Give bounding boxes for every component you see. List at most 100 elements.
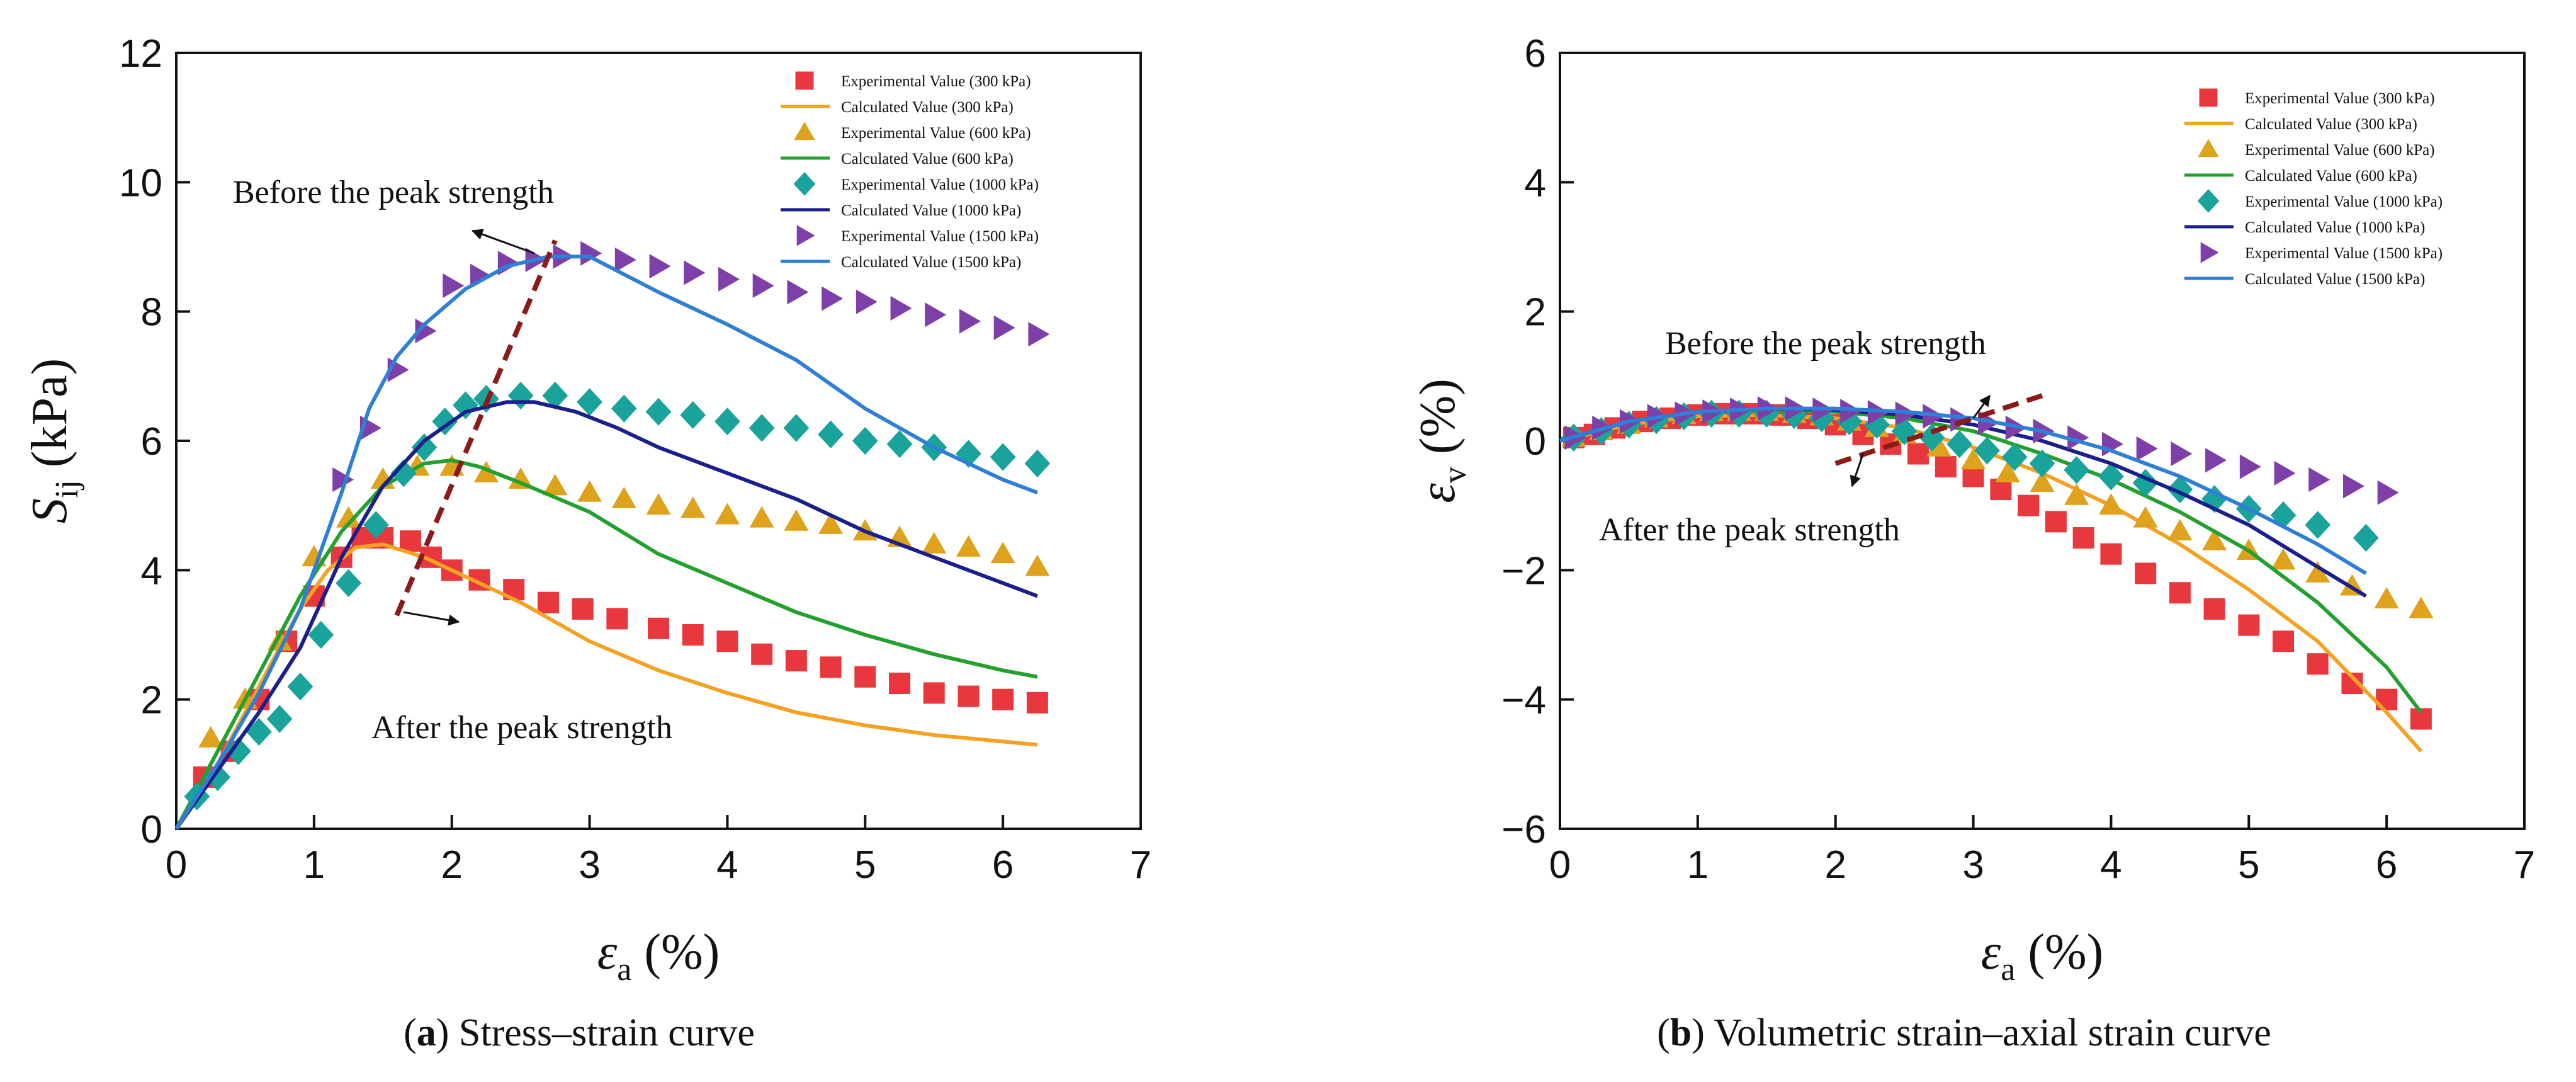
data-point [2064, 483, 2089, 505]
panel-b-y-axis-title: εv (%) [1410, 379, 1473, 503]
data-point [2271, 548, 2296, 570]
data-point [2409, 596, 2434, 618]
legend-marker-swatch [795, 71, 814, 90]
x-tick-label: 3 [1962, 843, 1984, 887]
legend-item: Calculated Value (300 kPa) [781, 99, 1014, 116]
legend-marker-swatch [2197, 189, 2220, 213]
data-point [443, 273, 465, 299]
x-tick-label: 6 [992, 843, 1014, 887]
series-line [174, 254, 1038, 830]
panel-b-peak-annotation [1834, 393, 2043, 487]
data-point [308, 620, 334, 649]
data-point [2202, 528, 2227, 550]
data-point [336, 569, 361, 597]
data-point [956, 440, 981, 468]
data-point [2305, 511, 2331, 539]
data-point [205, 763, 231, 791]
y-tick-label: −4 [1501, 679, 1546, 722]
data-point [2201, 485, 2227, 513]
data-point [2273, 630, 2294, 652]
legend-label: Experimental Value (300 kPa) [841, 73, 1031, 90]
x-tick-label: 1 [1687, 843, 1709, 887]
data-point [716, 630, 738, 652]
y-tick-label: 4 [1525, 161, 1546, 205]
data-point [749, 506, 774, 528]
data-point [2307, 653, 2329, 675]
data-point [990, 443, 1016, 471]
data-point [400, 530, 422, 552]
legend-item: Calculated Value (1000 kPa) [781, 202, 1021, 219]
legend-item: Experimental Value (300 kPa) [795, 71, 1031, 90]
data-point [992, 688, 1014, 710]
x-tick-label: 0 [166, 843, 187, 887]
data-point [2171, 441, 2193, 467]
data-point [2100, 543, 2122, 565]
legend-label: Experimental Value (1500 kPa) [2245, 245, 2443, 262]
data-point [852, 426, 878, 455]
data-point [2133, 506, 2158, 528]
series-line [174, 400, 1038, 830]
legend-marker-swatch [796, 225, 815, 246]
data-point [332, 467, 354, 493]
data-point [718, 266, 740, 292]
x-tick-label: 4 [2100, 843, 2121, 887]
legend-item: Experimental Value (1000 kPa) [793, 172, 1039, 196]
data-point [614, 247, 636, 273]
data-point [537, 591, 559, 613]
legend-item: Calculated Value (1500 kPa) [2184, 271, 2425, 288]
data-point [681, 496, 706, 518]
panel-a-x-axis-title: εa (%) [597, 925, 720, 988]
data-point [749, 414, 775, 442]
data-point [411, 433, 438, 462]
data-point [225, 737, 251, 765]
data-point [787, 280, 809, 305]
data-point [2305, 561, 2330, 583]
data-point [751, 643, 773, 665]
panel-a-series [174, 241, 1051, 830]
panel-b-ticks: 0 1 2 3 4 5 6 7 −6 −4 −2 0 2 4 6 [1501, 32, 2535, 887]
data-point [783, 414, 810, 442]
data-point [1961, 448, 1986, 470]
data-point [580, 241, 602, 266]
data-point [2374, 586, 2399, 608]
legend-label: Calculated Value (1500 kPa) [841, 254, 1021, 271]
data-point [923, 682, 945, 704]
x-tick-label: 4 [716, 843, 738, 887]
series-8 [174, 254, 1038, 830]
y-tick-label: 10 [119, 161, 162, 205]
y-tick-label: 0 [141, 808, 162, 851]
y-tick-label: 8 [141, 291, 162, 334]
data-point [2239, 454, 2261, 479]
data-point [818, 420, 844, 448]
y-tick-label: 6 [141, 420, 162, 464]
data-point [1028, 322, 1050, 347]
y-tick-label: −6 [1501, 808, 1546, 851]
legend-label: Calculated Value (1000 kPa) [2245, 219, 2425, 236]
panel-b-x-axis-title: εa (%) [1981, 925, 2104, 988]
panel-a-caption: (a) Stress–strain curve [404, 1011, 755, 1054]
y-tick-label: 4 [141, 549, 162, 593]
panel-a-peak-annotation [394, 229, 558, 626]
data-point [925, 302, 947, 327]
y-tick-label: 2 [1525, 291, 1546, 334]
data-point [1907, 443, 1929, 465]
legend-label: Experimental Value (1000 kPa) [841, 176, 1039, 193]
legend-marker-swatch [794, 122, 815, 140]
data-point [266, 705, 293, 733]
data-point [818, 512, 844, 534]
x-tick-label: 2 [441, 843, 462, 887]
data-point [577, 388, 602, 416]
legend-item: Calculated Value (300 kPa) [2184, 116, 2417, 133]
data-point [959, 309, 981, 334]
x-tick-label: 0 [1549, 843, 1571, 887]
data-point [577, 480, 602, 502]
series-6 [174, 400, 1038, 830]
peak-strength-line [1834, 393, 2043, 466]
data-point [1935, 456, 1957, 478]
after-arrow [403, 611, 460, 626]
data-point [2067, 425, 2089, 450]
panel-a-legend: Experimental Value (300 kPa) Calculated V… [781, 71, 1039, 271]
